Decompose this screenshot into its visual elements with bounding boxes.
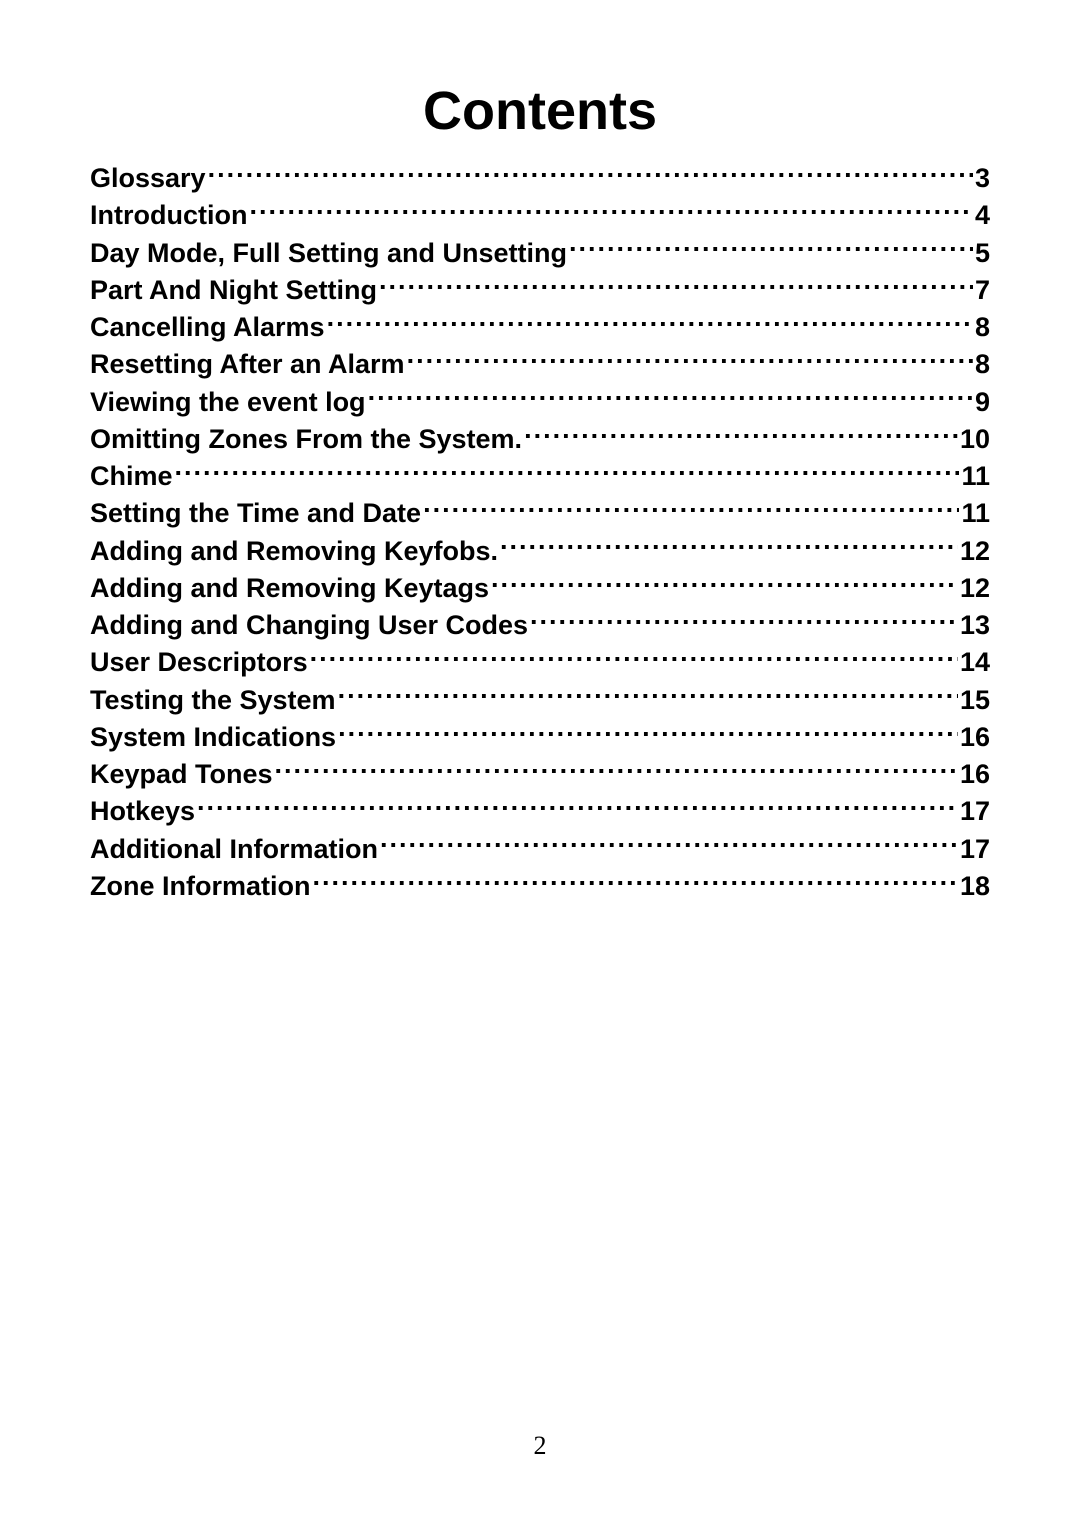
toc-entry-title: Adding and Changing User Codes — [90, 607, 528, 644]
toc-entry: Adding and Removing Keytags 12 — [90, 570, 990, 607]
toc-leader-dots — [312, 868, 957, 895]
toc-entry: Additional Information 17 — [90, 831, 990, 868]
toc-entry: Glossary 3 — [90, 160, 990, 197]
toc-leader-dots — [175, 458, 960, 485]
toc-entry-title: System Indications — [90, 719, 336, 756]
page-number: 2 — [0, 1431, 1080, 1461]
toc-leader-dots — [379, 272, 973, 299]
toc-leader-dots — [275, 756, 958, 783]
toc-entry: Chime 11 — [90, 458, 990, 495]
toc-entry: Zone Information 18 — [90, 868, 990, 905]
toc-entry-title: Setting the Time and Date — [90, 495, 421, 532]
table-of-contents: Glossary 3 Introduction 4 Day Mode, Full… — [90, 160, 990, 905]
toc-entry-title: Additional Information — [90, 831, 378, 868]
toc-entry: User Descriptors 14 — [90, 644, 990, 681]
toc-entry-title: Hotkeys — [90, 793, 195, 830]
toc-entry-page: 8 — [975, 309, 990, 346]
toc-leader-dots — [249, 197, 973, 224]
toc-entry-title: User Descriptors — [90, 644, 308, 681]
toc-entry-title: Testing the System — [90, 682, 336, 719]
toc-leader-dots — [524, 421, 958, 448]
toc-entry-page: 16 — [960, 756, 990, 793]
toc-entry-page: 15 — [960, 682, 990, 719]
toc-entry: Resetting After an Alarm 8 — [90, 346, 990, 383]
toc-entry-page: 11 — [961, 458, 990, 495]
toc-entry: Testing the System 15 — [90, 682, 990, 719]
toc-entry-title: Glossary — [90, 160, 206, 197]
toc-leader-dots — [208, 160, 973, 187]
toc-leader-dots — [310, 644, 958, 671]
toc-entry-title: Zone Information — [90, 868, 310, 905]
toc-entry-title: Adding and Removing Keytags — [90, 570, 489, 607]
toc-leader-dots — [530, 607, 958, 634]
toc-entry-page: 9 — [975, 384, 990, 421]
toc-entry: Viewing the event log 9 — [90, 384, 990, 421]
toc-leader-dots — [407, 346, 973, 373]
toc-leader-dots — [500, 533, 958, 560]
toc-entry-page: 8 — [975, 346, 990, 383]
toc-entry-page: 5 — [975, 235, 990, 272]
toc-entry: Part And Night Setting 7 — [90, 272, 990, 309]
toc-entry-title: Cancelling Alarms — [90, 309, 325, 346]
toc-entry: Setting the Time and Date 11 — [90, 495, 990, 532]
toc-entry-page: 14 — [960, 644, 990, 681]
toc-leader-dots — [569, 235, 973, 262]
toc-entry: Cancelling Alarms 8 — [90, 309, 990, 346]
toc-entry: Adding and Changing User Codes 13 — [90, 607, 990, 644]
toc-leader-dots — [338, 682, 958, 709]
toc-entry: Keypad Tones 16 — [90, 756, 990, 793]
toc-leader-dots — [197, 793, 958, 820]
toc-entry-page: 18 — [960, 868, 990, 905]
toc-entry-page: 12 — [960, 533, 990, 570]
toc-entry-title: Adding and Removing Keyfobs. — [90, 533, 498, 570]
page-title: Contents — [90, 80, 990, 142]
toc-leader-dots — [423, 495, 959, 522]
toc-entry-title: Omitting Zones From the System. — [90, 421, 522, 458]
toc-entry: Day Mode, Full Setting and Unsetting 5 — [90, 235, 990, 272]
toc-entry-title: Resetting After an Alarm — [90, 346, 405, 383]
toc-leader-dots — [380, 831, 958, 858]
toc-entry: Introduction 4 — [90, 197, 990, 234]
toc-entry-page: 11 — [961, 495, 990, 532]
toc-entry-page: 10 — [960, 421, 990, 458]
toc-entry-title: Keypad Tones — [90, 756, 273, 793]
toc-entry-page: 7 — [975, 272, 990, 309]
toc-entry-title: Day Mode, Full Setting and Unsetting — [90, 235, 567, 272]
toc-entry-page: 4 — [975, 197, 990, 234]
toc-entry-title: Viewing the event log — [90, 384, 366, 421]
toc-entry: Adding and Removing Keyfobs. 12 — [90, 533, 990, 570]
toc-leader-dots — [338, 719, 958, 746]
toc-entry-page: 13 — [960, 607, 990, 644]
toc-entry: Omitting Zones From the System. 10 — [90, 421, 990, 458]
toc-entry-page: 17 — [960, 793, 990, 830]
toc-entry-page: 3 — [975, 160, 990, 197]
toc-entry-page: 12 — [960, 570, 990, 607]
toc-entry-page: 17 — [960, 831, 990, 868]
toc-leader-dots — [327, 309, 973, 336]
toc-leader-dots — [368, 384, 973, 411]
toc-entry: System Indications 16 — [90, 719, 990, 756]
toc-entry-title: Chime — [90, 458, 173, 495]
toc-entry-title: Part And Night Setting — [90, 272, 377, 309]
toc-entry-title: Introduction — [90, 197, 247, 234]
toc-entry-page: 16 — [960, 719, 990, 756]
toc-leader-dots — [491, 570, 958, 597]
toc-entry: Hotkeys 17 — [90, 793, 990, 830]
